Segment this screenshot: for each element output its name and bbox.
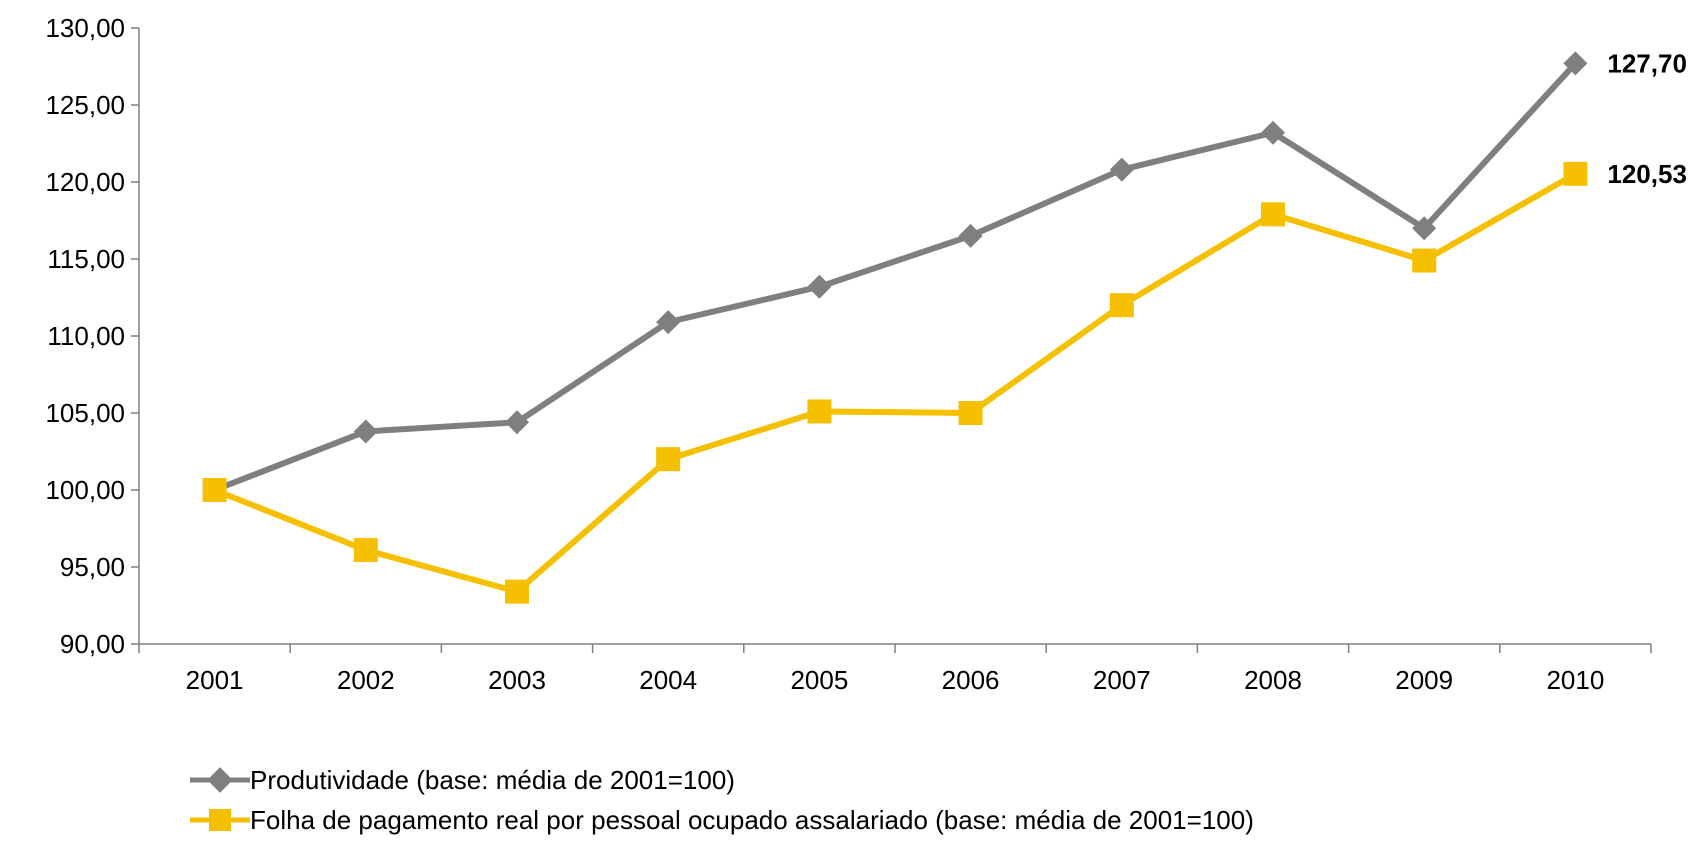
data-point-square: [353, 538, 378, 563]
x-tick-label: 2004: [639, 665, 697, 695]
y-tick-label: 90,00: [60, 629, 125, 659]
data-point-diamond: [505, 410, 529, 435]
x-tick-label: 2006: [942, 665, 1000, 695]
data-point-square: [1412, 248, 1437, 273]
y-tick-label: 95,00: [60, 552, 125, 582]
x-tick-label: 2005: [790, 665, 848, 695]
data-point-square: [656, 447, 681, 472]
x-tick-label: 2002: [337, 665, 395, 695]
data-point-square: [202, 478, 227, 502]
data-point-square: [1109, 293, 1134, 318]
y-tick-label: 110,00: [47, 321, 125, 351]
data-point-diamond: [656, 310, 681, 335]
data-point-square: [505, 579, 529, 604]
data-point-diamond: [1261, 120, 1285, 145]
series-line-0: [213, 61, 1578, 493]
y-tick-label: 130,00: [45, 13, 125, 43]
data-point-diamond: [807, 274, 832, 299]
x-tick-label: 2003: [488, 665, 546, 695]
legend-swatch-productivity: [190, 767, 250, 793]
legend-swatch-payroll: [190, 809, 250, 831]
x-tick-label: 2009: [1395, 665, 1453, 695]
x-tick-label: 2010: [1546, 665, 1604, 695]
data-point-square: [1563, 161, 1588, 186]
y-tick-label: 100,00: [45, 475, 125, 505]
data-point-square: [958, 401, 983, 425]
x-tick-label: 2008: [1244, 665, 1302, 695]
y-tick-label: 125,00: [45, 90, 125, 120]
data-point-diamond: [1109, 157, 1134, 182]
data-label-end: 127,70: [1607, 48, 1687, 78]
y-tick-label: 115,00: [47, 244, 125, 274]
legend-label-payroll: Folha de pagamento real por pessoal ocup…: [250, 804, 1254, 835]
chart-legend: Produtividade (base: média de 2001=100) …: [190, 760, 1254, 840]
y-tick-label: 120,00: [45, 167, 125, 197]
series-line-1: [213, 171, 1577, 595]
legend-label-productivity: Produtividade (base: média de 2001=100): [250, 764, 735, 795]
legend-entry-payroll: Folha de pagamento real por pessoal ocup…: [190, 800, 1254, 840]
data-point-diamond: [1563, 51, 1588, 76]
data-point-square: [807, 399, 832, 424]
data-point-diamond: [958, 223, 983, 248]
legend-entry-productivity: Produtividade (base: média de 2001=100): [190, 760, 1254, 800]
x-tick-label: 2007: [1093, 665, 1151, 695]
data-point-diamond: [353, 419, 378, 444]
data-label-end: 120,53: [1607, 159, 1687, 189]
data-point-diamond: [1412, 216, 1437, 241]
y-tick-label: 105,00: [45, 398, 125, 428]
x-tick-label: 2001: [186, 665, 244, 695]
data-point-square: [1261, 202, 1285, 227]
